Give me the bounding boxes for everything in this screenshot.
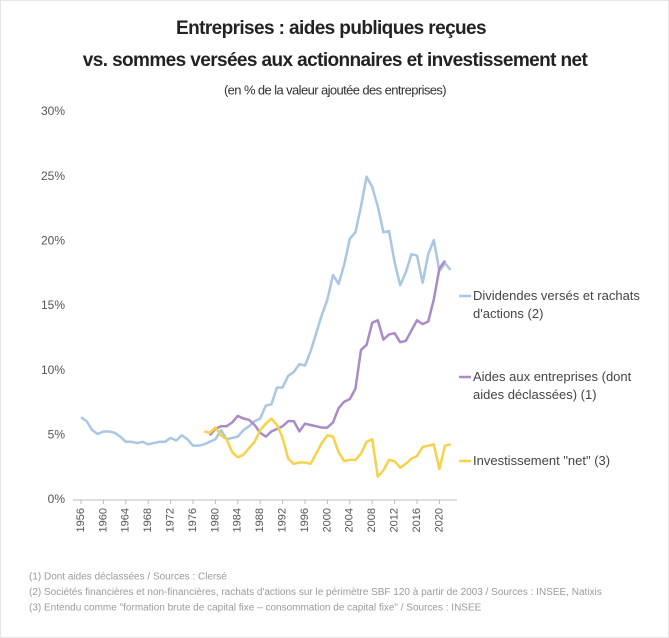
y-tick-label: 30% — [41, 104, 65, 118]
x-tick-label: 1976 — [187, 508, 199, 532]
footnote: (3) Entendu comme "formation brute de ca… — [29, 603, 482, 614]
x-tick-label: 1960 — [97, 508, 109, 532]
x-tick-label: 1988 — [254, 508, 266, 532]
legend-entry: Aides aux entreprises (dont aides déclas… — [473, 369, 632, 402]
x-tick-label: 2012 — [389, 508, 401, 532]
series-line — [80, 175, 452, 447]
footnote: (2) Sociétés financières et non-financiè… — [29, 587, 602, 598]
x-tick-label: 1956 — [75, 508, 87, 532]
x-tick-label: 1996 — [299, 508, 311, 532]
x-tick-label: 1964 — [120, 508, 132, 532]
y-tick-label: 10% — [41, 363, 65, 377]
x-tick-label: 2020 — [433, 508, 445, 532]
series-line — [203, 417, 451, 478]
y-tick-label: 25% — [41, 169, 65, 183]
x-tick-label: 2016 — [411, 508, 423, 532]
y-tick-label: 15% — [41, 298, 65, 312]
legend-entry: Dividendes versés et rachats d'actions (… — [473, 288, 640, 321]
series-line — [208, 260, 447, 438]
x-tick-label: 2004 — [344, 508, 356, 532]
chart-title: Entreprises : aides publiques reçues — [176, 18, 486, 39]
y-tick-label: 0% — [48, 492, 66, 506]
x-tick-label: 2008 — [366, 508, 378, 532]
footnote: (1) Dont aides déclassées / Sources : Cl… — [29, 572, 227, 583]
chart-subtitle: (en % de la valeur ajoutée des entrepris… — [224, 82, 446, 97]
chart-title-line2: vs. sommes versées aux actionnaires et i… — [83, 50, 589, 71]
x-tick-label: 1984 — [232, 508, 244, 532]
legend-entry: Investissement "net" (3) — [473, 453, 611, 468]
x-tick-label: 1968 — [142, 508, 154, 532]
y-tick-label: 20% — [41, 234, 65, 248]
x-tick-label: 1992 — [277, 508, 289, 532]
y-tick-label: 5% — [48, 428, 66, 442]
x-tick-label: 1972 — [165, 508, 177, 532]
x-tick-label: 1980 — [209, 508, 221, 532]
x-tick-label: 2000 — [321, 508, 333, 532]
